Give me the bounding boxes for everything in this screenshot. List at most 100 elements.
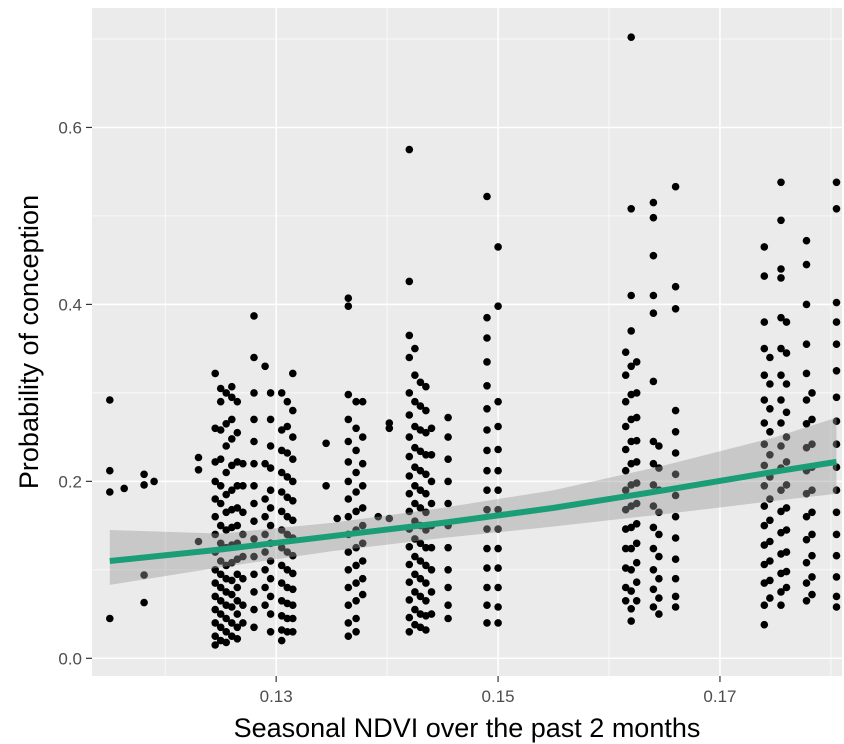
data-point (632, 458, 641, 466)
data-point (627, 617, 635, 625)
data-point (194, 453, 203, 462)
data-point (649, 291, 658, 300)
data-point (266, 389, 275, 397)
data-point (621, 371, 630, 380)
data-point (385, 514, 394, 523)
data-point (671, 555, 680, 563)
data-point (802, 489, 811, 498)
data-point (289, 516, 297, 525)
data-point (760, 601, 769, 609)
data-point (422, 406, 430, 415)
data-point (808, 415, 816, 424)
data-point (649, 544, 658, 553)
data-point (760, 371, 769, 380)
x-axis-ticks: 0.13 0.15 0.17 (260, 676, 737, 706)
data-point (760, 440, 769, 449)
data-point (649, 251, 658, 260)
data-point (289, 601, 297, 609)
data-point (344, 512, 353, 521)
data-point (444, 433, 452, 441)
data-point (832, 508, 841, 517)
data-point (344, 415, 353, 424)
data-point (422, 561, 430, 570)
data-point (283, 548, 292, 556)
data-point (222, 614, 230, 623)
x-tick-label: 0.15 (482, 687, 515, 706)
data-point (483, 486, 491, 495)
data-point (416, 504, 425, 512)
data-point (266, 557, 275, 565)
data-point (283, 512, 292, 521)
data-point (483, 619, 491, 627)
data-point (211, 632, 219, 640)
data-point (344, 632, 353, 640)
data-point (632, 389, 641, 397)
data-point (444, 413, 452, 422)
data-point (250, 535, 258, 543)
data-point (411, 463, 419, 472)
data-point (411, 499, 419, 508)
data-point (760, 344, 769, 353)
data-point (266, 464, 275, 472)
data-point (802, 579, 811, 587)
data-point (228, 435, 236, 443)
data-point (411, 535, 419, 543)
data-point (777, 507, 785, 516)
data-point (808, 573, 816, 581)
data-point (211, 566, 219, 574)
data-point (216, 482, 225, 490)
fit-line (109, 458, 837, 564)
data-point (766, 380, 774, 388)
data-point (385, 424, 394, 433)
data-point (344, 477, 353, 486)
data-point (106, 396, 114, 404)
x-tick-label: 0.13 (260, 687, 293, 706)
data-point (766, 405, 774, 413)
data-point (222, 420, 230, 428)
data-point (211, 477, 219, 486)
data-point (344, 495, 353, 503)
data-point (416, 447, 425, 456)
data-point (216, 455, 225, 464)
data-point (416, 592, 425, 601)
data-point (621, 422, 630, 431)
data-point (358, 504, 367, 512)
data-point (494, 486, 502, 495)
data-point (422, 579, 430, 587)
data-point (427, 543, 436, 552)
data-point (228, 415, 236, 424)
data-point (802, 558, 811, 567)
y-axis-ticks: 0.0 0.2 0.4 0.6 (58, 118, 92, 668)
data-point (621, 486, 630, 495)
data-point (422, 626, 430, 634)
data-point (289, 551, 297, 560)
data-point (808, 440, 816, 449)
data-point (228, 393, 236, 402)
data-point (411, 570, 419, 579)
data-point (239, 552, 247, 561)
data-point (283, 530, 292, 539)
data-point (239, 459, 247, 468)
data-point (655, 610, 663, 618)
data-point (494, 525, 502, 533)
data-point (649, 309, 658, 318)
data-point (358, 433, 367, 441)
data-point (416, 486, 425, 495)
data-point (222, 468, 230, 477)
data-point (627, 33, 635, 41)
data-point (494, 422, 502, 431)
data-point (760, 318, 769, 326)
data-point (649, 198, 658, 207)
data-point (808, 551, 816, 560)
data-point (405, 613, 414, 622)
data-point (216, 557, 225, 565)
data-point (627, 605, 635, 613)
data-point (228, 486, 236, 495)
data-point (777, 442, 785, 450)
data-point (411, 422, 419, 431)
data-point (632, 539, 641, 548)
data-point (760, 502, 769, 510)
data-point (374, 512, 383, 521)
data-point (832, 551, 841, 560)
data-point (655, 530, 663, 539)
